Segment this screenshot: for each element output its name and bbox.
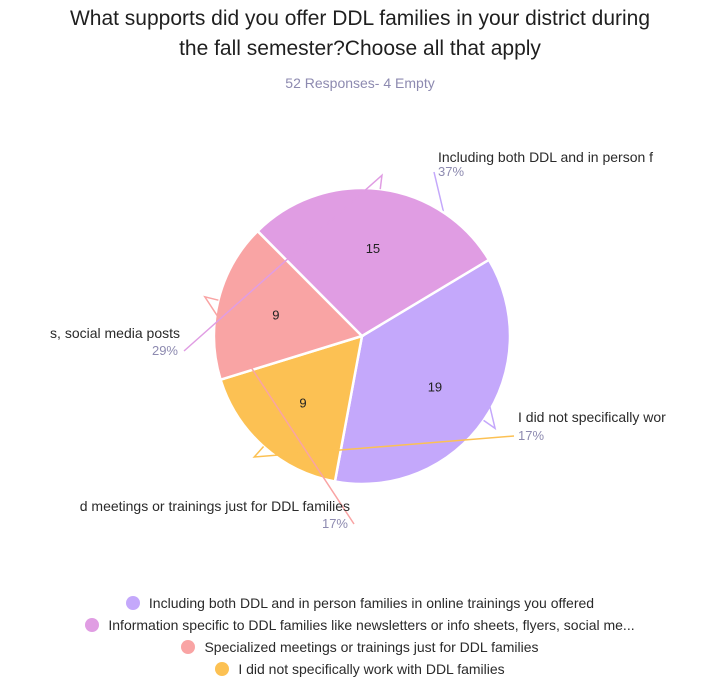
slice-value-label: 9 (272, 308, 279, 323)
chart-legend: Including both DDL and in person familie… (0, 592, 720, 680)
chart-title-line-2: the fall semester?Choose all that apply (179, 37, 541, 60)
callout-label: d meetings or trainings just for DDL fam… (80, 498, 350, 514)
callout-percent: 29% (152, 343, 178, 358)
chart-subtitle: 52 Responses- 4 Empty (285, 75, 435, 91)
legend-label: I did not specifically work with DDL fam… (238, 661, 505, 677)
callout-percent: 17% (518, 428, 544, 443)
slice-value-label: 9 (299, 395, 306, 410)
callout-percent: 37% (438, 164, 464, 179)
chart-title-line-1: What supports did you offer DDL families… (69, 7, 651, 30)
slice-value-label: 15 (366, 241, 380, 256)
callout-leader-line (183, 173, 383, 352)
callout-label: Including both DDL and in person f (438, 149, 653, 165)
legend-label: Information specific to DDL families lik… (108, 617, 635, 633)
chart-title: What supports did you offer DDL families… (0, 4, 720, 64)
legend-swatch (181, 640, 196, 654)
legend-label: Specialized meetings or trainings just f… (204, 639, 539, 655)
legend-item[interactable]: I did not specifically work with DDL fam… (0, 658, 720, 680)
legend-item[interactable]: Specialized meetings or trainings just f… (0, 636, 720, 658)
legend-swatch (215, 662, 230, 676)
callout-leader-line (252, 435, 515, 458)
legend-swatch (125, 596, 140, 610)
callout-label: s, social media posts (50, 325, 180, 341)
legend-item[interactable]: Including both DDL and in person familie… (0, 592, 720, 614)
callout-percent: 17% (322, 516, 348, 531)
callout-leader-line (203, 295, 355, 525)
legend-item[interactable]: Information specific to DDL families lik… (0, 614, 720, 636)
callout-label: I did not specifically wor (518, 409, 666, 425)
pie-slice[interactable] (255, 186, 491, 338)
pie-chart: 19 Including both DDL and in person f37% 9… (50, 149, 666, 531)
legend-label: Including both DDL and in person familie… (148, 595, 595, 611)
legend-swatch (85, 618, 100, 632)
slice-value-label: 19 (428, 380, 442, 395)
pie-slice[interactable] (212, 229, 365, 382)
